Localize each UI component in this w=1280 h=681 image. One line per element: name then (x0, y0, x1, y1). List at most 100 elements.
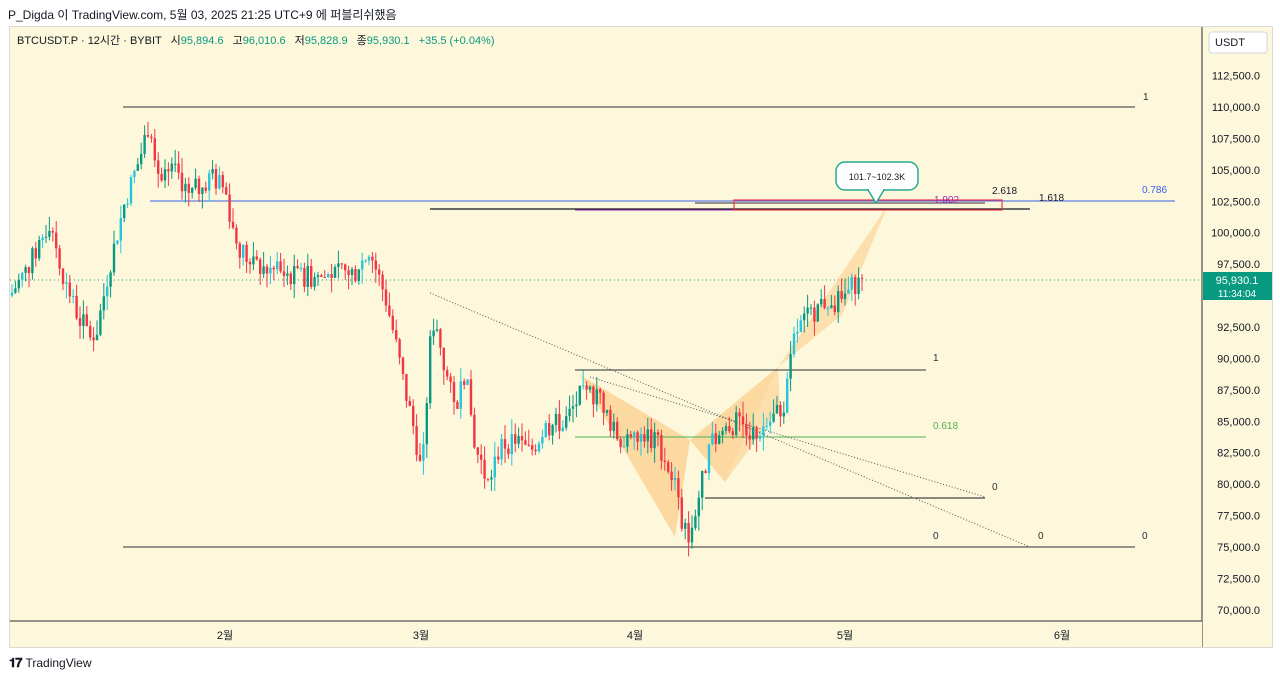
candle-body (422, 444, 425, 461)
candle-body (174, 163, 177, 165)
candle-body (578, 385, 581, 405)
candle-body (860, 277, 864, 279)
candle-body (221, 175, 224, 188)
candle-body (340, 263, 343, 265)
candle-body (466, 379, 469, 385)
candle-body (425, 403, 428, 445)
time-tick-label: 4월 (627, 629, 643, 642)
candle-body (442, 347, 445, 371)
candle-body (95, 334, 99, 341)
candle-body (374, 260, 377, 270)
label-fib-2618: 2.618 (992, 186, 1017, 197)
candle-body (796, 331, 799, 334)
candle-body (330, 274, 333, 278)
candle-body (364, 260, 367, 262)
candle-body (490, 477, 493, 480)
candle-body (140, 153, 143, 165)
candle-body (55, 232, 58, 249)
price-tick-label: 92,500.0 (1217, 322, 1260, 334)
candle-body (595, 389, 598, 405)
candle-body (10, 292, 14, 296)
target-zone-box[interactable] (733, 199, 1003, 211)
candle-body (850, 277, 853, 290)
candle-body (646, 429, 649, 442)
candle-body (146, 135, 150, 137)
candle-body (327, 274, 330, 278)
candle-body (357, 269, 360, 281)
price-tick-label: 100,000.0 (1211, 228, 1260, 240)
plot-area[interactable] (10, 27, 1202, 621)
candle-body (452, 381, 456, 402)
candle-body (469, 379, 473, 415)
candle-body (446, 370, 449, 377)
candle-body (830, 305, 833, 309)
candle-body (17, 279, 20, 289)
candle-body (218, 175, 221, 189)
candle-body (517, 436, 520, 444)
candle-body (755, 427, 758, 439)
candle-body (537, 443, 541, 452)
label-level-0618: 0.618 (933, 421, 958, 432)
candle-body (510, 434, 513, 455)
candle-body (826, 308, 830, 310)
candle-body (626, 434, 629, 447)
candle-body (51, 230, 54, 233)
candle-body (813, 307, 816, 322)
candle-body (418, 454, 422, 461)
candle-body (497, 456, 500, 460)
candle-body (772, 413, 775, 422)
candle-body (473, 414, 476, 448)
candle-body (432, 330, 435, 337)
candle-body (486, 478, 490, 480)
candle-body (65, 282, 68, 284)
candle-body (123, 204, 126, 219)
candle-body (507, 448, 510, 455)
candle-body (463, 381, 466, 385)
candle-body (803, 313, 806, 321)
candle-body (687, 522, 690, 543)
candle-body (391, 315, 394, 330)
candle-body (503, 439, 507, 449)
currency-button[interactable] (1208, 31, 1268, 54)
candle-body (194, 178, 197, 188)
candle-body (92, 337, 95, 341)
candle-body (272, 267, 275, 270)
pattern-bcd-2[interactable] (778, 205, 888, 367)
candle-body (612, 421, 615, 431)
candlestick-series[interactable] (10, 121, 864, 557)
time-tick-label: 5월 (837, 629, 853, 642)
tradingview-footer[interactable]: 𝟏𝟕 TradingView (9, 655, 92, 671)
chart-frame[interactable]: BTCUSDT.P · 12시간 · BYBIT 시95,894.6 고96,0… (9, 26, 1273, 648)
candle-body (548, 423, 551, 436)
candle-body (405, 373, 408, 401)
time-axis[interactable] (10, 621, 1202, 647)
candle-body (650, 429, 653, 449)
candle-body (184, 183, 187, 192)
pattern-bcd-1[interactable] (690, 367, 778, 482)
price-tick-label: 85,000.0 (1217, 416, 1260, 428)
candle-body (24, 267, 27, 273)
trendline-upper[interactable] (429, 292, 1031, 548)
candle-body (201, 187, 204, 195)
candle-body (245, 244, 248, 262)
price-tick-label: 105,000.0 (1211, 165, 1260, 177)
price-tick-label: 110,000.0 (1212, 102, 1260, 114)
candle-body (806, 307, 809, 314)
candle-body (629, 434, 632, 438)
candle-body (782, 412, 785, 417)
candle-body (306, 265, 309, 287)
price-chart[interactable]: BTCUSDT.P · 12시간 · BYBIT 시95,894.6 고96,0… (10, 27, 1272, 647)
candle-body (711, 433, 714, 445)
price-axis[interactable] (1202, 27, 1272, 647)
price-tick-label: 70,000.0 (1217, 605, 1260, 617)
candle-body (854, 277, 857, 294)
candle-body (779, 404, 782, 417)
price-tick-label: 90,000.0 (1217, 353, 1260, 365)
candle-body (27, 267, 31, 274)
candle-body (347, 270, 350, 275)
candle-body (670, 471, 673, 481)
pattern-bcd-3[interactable] (725, 367, 780, 482)
candle-body (561, 427, 564, 432)
candle-body (724, 426, 728, 431)
candle-body (106, 286, 109, 297)
